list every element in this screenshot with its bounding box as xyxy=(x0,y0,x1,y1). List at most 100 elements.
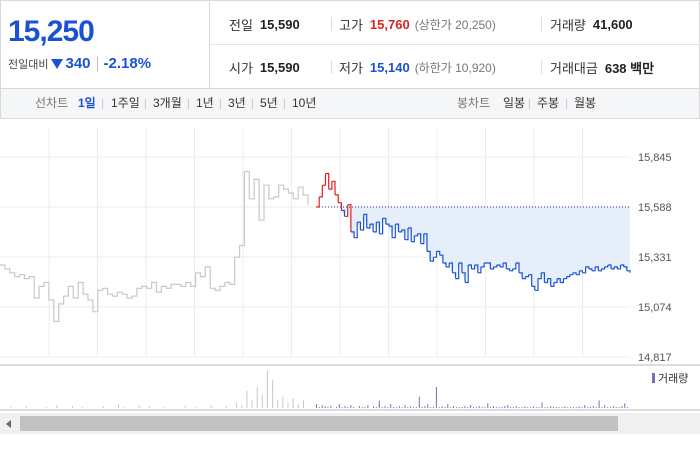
volume-bar xyxy=(561,407,563,409)
volume-bar xyxy=(398,406,400,408)
volume-bar xyxy=(236,402,238,408)
volume-bar xyxy=(277,399,279,408)
volume-bar xyxy=(344,406,346,408)
scroll-left-icon[interactable] xyxy=(6,420,11,428)
volume-bar xyxy=(251,400,253,408)
candle-tab-daily[interactable]: 일봉 xyxy=(503,96,526,110)
volume-bars xyxy=(10,370,629,409)
volume-bar xyxy=(415,407,417,409)
volume-bar xyxy=(384,406,386,408)
price-lines xyxy=(0,171,631,322)
volume-bar xyxy=(118,404,120,408)
volume-bar xyxy=(495,407,497,409)
divider xyxy=(188,99,189,109)
volume-bar xyxy=(393,407,395,409)
high-label: 고가 xyxy=(339,17,363,33)
divider xyxy=(102,99,103,109)
volume-bar xyxy=(532,406,534,408)
volume-bar xyxy=(507,405,509,408)
down-arrow-icon xyxy=(51,58,64,69)
volume-bar xyxy=(627,407,629,409)
volume-bar xyxy=(46,407,48,409)
volume-bar xyxy=(621,406,623,408)
volume-bar xyxy=(478,406,480,408)
period-tab-3y[interactable]: 3년 xyxy=(228,96,246,110)
volume-bar xyxy=(618,407,620,409)
quote-details: 전일 15,590 고가 15,760 (상한가 20,250) 거래량 41,… xyxy=(210,1,700,88)
volume-bar xyxy=(504,406,506,408)
volume-bar xyxy=(413,407,415,409)
volume-bar xyxy=(164,407,166,409)
price-line-up xyxy=(316,172,352,232)
volume-bar xyxy=(615,407,617,409)
volume-bar xyxy=(404,405,406,408)
volume-bar xyxy=(490,407,492,409)
volume-bar xyxy=(607,407,609,409)
volume-bar xyxy=(572,407,574,409)
high-cell: 고가 15,760 (상한가 20,250) xyxy=(339,14,496,34)
volume-bar xyxy=(455,407,457,409)
quote-panel: 15,250 전일대비 340 -2.18% 전일 15,590 고가 15,7… xyxy=(0,0,700,89)
scrollbar-thumb[interactable] xyxy=(20,416,618,431)
volume-bar xyxy=(461,407,463,409)
volume-bar xyxy=(581,407,583,409)
low-label: 저가 xyxy=(339,60,363,76)
volume-bar xyxy=(287,402,289,408)
volume-bar xyxy=(410,406,412,408)
volume-bar xyxy=(584,405,586,408)
volume-bar xyxy=(498,407,500,409)
volume-bar xyxy=(473,407,474,409)
volume-bar xyxy=(256,387,258,408)
prev-close-value: 15,590 xyxy=(259,16,300,32)
volume-bar xyxy=(552,407,554,409)
volume-bar xyxy=(441,406,443,408)
volume-bar xyxy=(341,407,343,409)
volume-bar xyxy=(624,403,626,409)
volume-bar xyxy=(327,407,329,409)
candle-tab-monthly[interactable]: 월봉 xyxy=(574,96,597,110)
volume-bar xyxy=(390,404,392,408)
change-value: 340 xyxy=(65,55,91,72)
volume-bar xyxy=(570,407,572,409)
below-prev-close-fill xyxy=(316,206,630,291)
volume-bar xyxy=(375,407,377,409)
volume-legend-swatch xyxy=(652,373,655,383)
period-tab-1d[interactable]: 1일 xyxy=(78,96,96,110)
below-prev-close-area xyxy=(316,207,630,291)
volume-bar xyxy=(330,406,332,408)
volume-bar xyxy=(282,396,284,408)
volume-bar xyxy=(353,407,355,409)
open-label: 시가 xyxy=(229,60,253,76)
volume-bar xyxy=(316,404,317,408)
volume-bar xyxy=(524,406,526,408)
volume-bar xyxy=(592,406,594,408)
volume-bar xyxy=(395,407,397,409)
change-percent: -2.18% xyxy=(103,55,152,72)
volume-bar xyxy=(453,406,454,408)
period-tab-5y[interactable]: 5년 xyxy=(260,96,278,110)
volume-bar xyxy=(261,394,263,408)
period-tab-1w[interactable]: 1주일 xyxy=(111,96,140,110)
prior-day-line xyxy=(0,171,309,322)
volume-bar xyxy=(138,405,140,408)
volume-bar xyxy=(10,407,12,409)
period-tab-1y[interactable]: 1년 xyxy=(196,96,214,110)
volume-bar xyxy=(321,405,323,408)
price-line-down xyxy=(341,209,631,291)
volume-bar xyxy=(292,398,294,408)
horizontal-scrollbar[interactable] xyxy=(0,413,700,434)
volume-bar xyxy=(246,390,248,408)
volume-bar xyxy=(464,406,466,408)
candle-tab-weekly[interactable]: 주봉 xyxy=(537,96,560,110)
volume-bar xyxy=(475,407,477,409)
change-row: 전일대비 340 -2.18% xyxy=(8,55,151,72)
volume-bar xyxy=(467,407,469,409)
volume-bar xyxy=(401,407,403,409)
period-tab-3m[interactable]: 3개월 xyxy=(153,96,182,110)
volume-bar xyxy=(530,407,532,409)
candle-chart-label: 봉차트 xyxy=(457,96,491,110)
amount-cell: 거래대금 638 백만 xyxy=(550,57,654,77)
current-price: 15,250 xyxy=(8,15,95,48)
period-tab-10y[interactable]: 10년 xyxy=(292,96,317,110)
volume-bar xyxy=(521,407,523,409)
